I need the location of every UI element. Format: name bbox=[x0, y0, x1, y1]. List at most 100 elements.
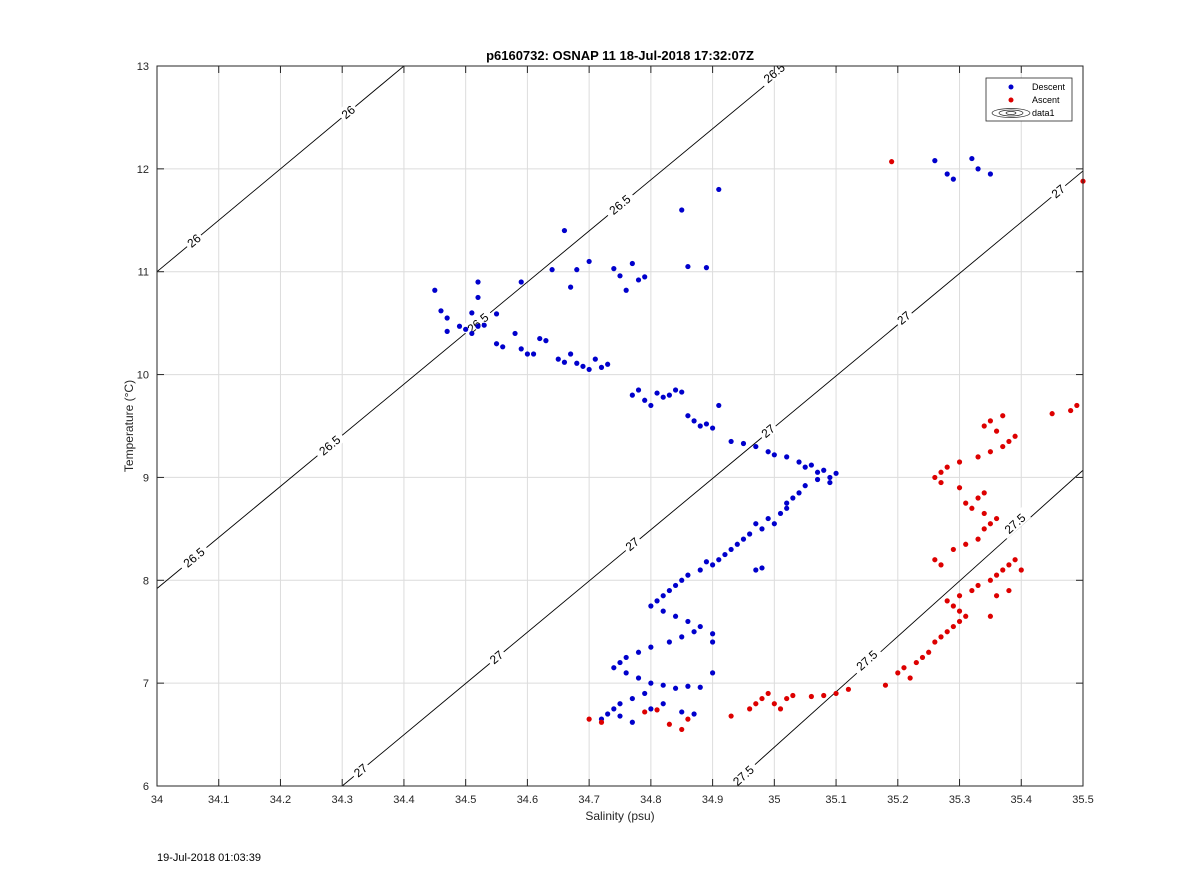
descent-point bbox=[697, 684, 703, 690]
ascent-point bbox=[666, 721, 672, 727]
descent-point bbox=[666, 639, 672, 645]
descent-point bbox=[635, 675, 642, 681]
descent-point bbox=[592, 356, 598, 362]
axis-ticks: 34 34.1 34.2 34.3 34.4 34.5 34.6 34.7 34.8 34.9 35… bbox=[137, 61, 1094, 806]
descent-point bbox=[765, 515, 771, 522]
descent-point bbox=[710, 639, 716, 645]
descent-point bbox=[574, 267, 580, 273]
descent-point bbox=[629, 695, 635, 702]
descent-point bbox=[561, 227, 568, 234]
ascent-point bbox=[963, 541, 969, 547]
descent-point bbox=[814, 469, 821, 475]
descent-point bbox=[629, 719, 635, 725]
descent-point bbox=[660, 701, 666, 707]
descent-point bbox=[586, 366, 592, 373]
descent-point bbox=[740, 440, 747, 447]
descent-point bbox=[722, 551, 728, 558]
x-tick-label: 34.6 bbox=[517, 794, 538, 806]
x-tick-label: 35 bbox=[768, 794, 780, 806]
descent-point bbox=[444, 328, 450, 334]
ascent-point bbox=[1006, 587, 1012, 594]
x-tick-label: 34.3 bbox=[331, 794, 352, 806]
descent-point bbox=[827, 474, 833, 481]
descent-point bbox=[710, 670, 716, 676]
footer-timestamp: 19-Jul-2018 01:03:39 bbox=[157, 852, 261, 864]
descent-point bbox=[753, 443, 759, 450]
descent-point bbox=[623, 287, 629, 293]
descent-point bbox=[784, 505, 790, 511]
ascent-point bbox=[944, 629, 950, 635]
contour-label-bg bbox=[484, 645, 508, 668]
ascent-point bbox=[993, 572, 1000, 578]
descent-point bbox=[710, 425, 716, 431]
legend-marker-descent bbox=[1008, 84, 1014, 90]
descent-point bbox=[549, 267, 555, 273]
ascent-point bbox=[950, 603, 956, 609]
descent-point bbox=[784, 500, 790, 506]
ascent-point bbox=[975, 495, 981, 501]
descent-point bbox=[716, 186, 722, 193]
data-points bbox=[432, 155, 1086, 733]
descent-point bbox=[654, 598, 660, 604]
ascent-point bbox=[777, 706, 784, 712]
ascent-point bbox=[1000, 567, 1006, 573]
descent-point bbox=[475, 279, 481, 285]
descent-point bbox=[759, 565, 765, 571]
descent-point bbox=[932, 158, 938, 164]
contour-label: 26 bbox=[336, 100, 360, 123]
ascent-point bbox=[771, 701, 777, 707]
descent-point bbox=[753, 521, 759, 527]
descent-point bbox=[611, 706, 617, 712]
descent-point bbox=[530, 351, 537, 357]
descent-point bbox=[629, 392, 635, 398]
ascent-point bbox=[808, 693, 814, 700]
descent-point bbox=[580, 363, 586, 369]
ascent-point bbox=[932, 557, 938, 563]
descent-point bbox=[691, 711, 697, 717]
descent-point bbox=[617, 659, 623, 666]
contour-label-bg bbox=[849, 643, 883, 676]
contour-label-bg bbox=[176, 541, 211, 573]
descent-point bbox=[685, 263, 691, 270]
x-tick-label: 34.1 bbox=[208, 794, 229, 806]
descent-point bbox=[728, 438, 734, 445]
ascent-point bbox=[956, 593, 963, 599]
descent-point bbox=[672, 582, 679, 589]
ascent-point bbox=[598, 719, 605, 725]
ascent-point bbox=[895, 670, 901, 676]
contour-label-bg bbox=[1046, 179, 1070, 202]
descent-point bbox=[543, 338, 549, 344]
ascent-point bbox=[987, 521, 994, 527]
ascent-point bbox=[969, 505, 975, 511]
x-tick-label: 35.5 bbox=[1072, 794, 1093, 806]
descent-point bbox=[672, 387, 679, 393]
descent-point bbox=[765, 449, 771, 455]
descent-point bbox=[574, 360, 580, 366]
descent-point bbox=[679, 389, 685, 395]
contour-label-bg bbox=[182, 228, 205, 252]
descent-point bbox=[710, 562, 716, 568]
x-tick-label: 34.8 bbox=[640, 794, 661, 806]
descent-point bbox=[710, 631, 716, 637]
descent-point bbox=[697, 623, 703, 630]
descent-point bbox=[802, 483, 808, 489]
plot-background bbox=[157, 66, 1083, 786]
contour-label-bg bbox=[891, 306, 915, 329]
ascent-point bbox=[956, 608, 963, 614]
x-tick-label: 35.2 bbox=[887, 794, 908, 806]
contour-line-26 bbox=[157, 66, 405, 273]
ascent-point bbox=[821, 692, 827, 699]
descent-point bbox=[679, 634, 685, 640]
descent-point bbox=[524, 351, 531, 357]
x-tick-label: 34 bbox=[151, 794, 163, 806]
ascent-point bbox=[981, 526, 987, 532]
descent-point bbox=[827, 479, 833, 486]
ascent-point bbox=[993, 515, 1000, 522]
descent-point bbox=[456, 323, 463, 329]
descent-point bbox=[944, 171, 950, 177]
legend-box bbox=[985, 77, 1073, 122]
descent-point bbox=[617, 713, 623, 719]
ascent-point bbox=[938, 562, 944, 568]
descent-point bbox=[469, 330, 475, 337]
ascent-point bbox=[679, 726, 685, 733]
